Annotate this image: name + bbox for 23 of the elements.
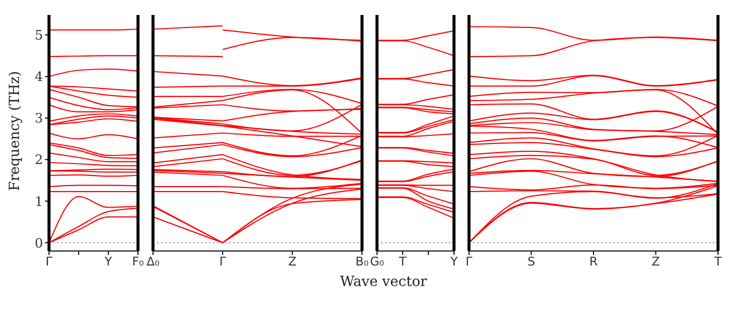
x-tick-label: B₀ bbox=[355, 254, 369, 269]
x-tick-label: F₀ bbox=[132, 254, 144, 269]
y-tick-label: 4 bbox=[34, 70, 43, 86]
x-tick-label: T bbox=[713, 254, 722, 269]
x-tick-label: Y bbox=[449, 254, 458, 269]
x-tick-label: Γ bbox=[219, 254, 226, 269]
x-tick-label: S bbox=[527, 254, 536, 269]
x-tick-label: Z bbox=[288, 254, 296, 269]
y-tick-label: 0 bbox=[34, 236, 43, 252]
x-tick-label: T bbox=[398, 254, 407, 269]
y-tick-label: 3 bbox=[34, 112, 43, 127]
x-tick-label: R bbox=[589, 254, 598, 269]
x-tick-label: Z bbox=[652, 254, 660, 269]
x-tick-label: Y bbox=[104, 254, 113, 269]
x-axis-title: Wave vector bbox=[339, 274, 428, 290]
y-axis-title: Frequency (THz) bbox=[7, 70, 23, 194]
y-tick-label: 5 bbox=[34, 28, 43, 44]
x-tick-label: Δ₀ bbox=[146, 254, 160, 269]
x-tick-label: G₀ bbox=[370, 254, 384, 269]
y-tick-label: 2 bbox=[34, 153, 43, 168]
x-tick-label: Γ bbox=[466, 254, 473, 269]
y-tick-label: 1 bbox=[34, 194, 43, 210]
x-tick-label: Γ bbox=[46, 254, 53, 269]
